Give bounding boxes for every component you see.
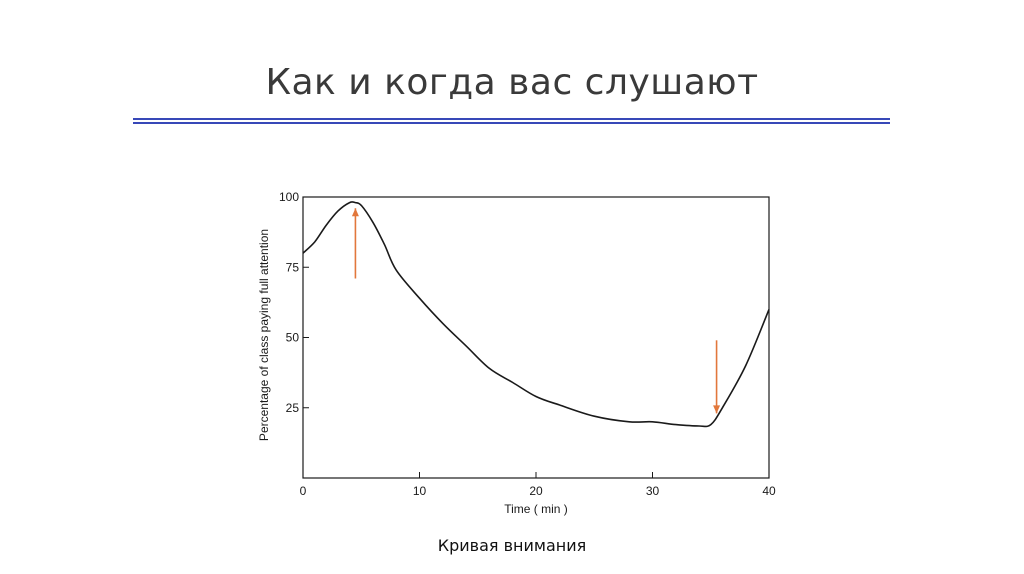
slide-title: Как и когда вас слушают (265, 62, 759, 103)
title-underline (133, 118, 890, 120)
y-axis-label: Percentage of class paying full attentio… (257, 229, 271, 441)
chart-caption: Кривая внимания (437, 536, 587, 555)
title-underline-second (133, 122, 890, 124)
x-tick-label: 0 (300, 484, 307, 498)
peak-arrow-up (351, 208, 359, 279)
y-axis-ticks: 25 50 75 100 (279, 190, 309, 415)
x-axis-ticks: 0 10 20 30 40 (300, 472, 776, 498)
attention-curve-chart: 25 50 75 100 0 10 20 30 40 Time ( min ) Percent… (257, 190, 776, 516)
y-tick-label: 25 (286, 401, 300, 415)
annotations (351, 208, 721, 414)
x-tick-label: 40 (762, 484, 776, 498)
series-line (302, 201, 770, 428)
x-axis-label: Time ( min ) (504, 502, 568, 516)
y-tick-label: 75 (286, 260, 300, 274)
plot-frame (302, 196, 770, 479)
y-tick-label: 100 (279, 190, 299, 204)
x-tick-label: 30 (646, 484, 660, 498)
arrow-head (713, 405, 721, 414)
x-tick-label: 10 (413, 484, 427, 498)
x-tick-label: 20 (529, 484, 543, 498)
y-tick-label: 50 (286, 331, 300, 345)
arrow-head (351, 208, 359, 217)
trough-arrow-down (713, 340, 721, 414)
